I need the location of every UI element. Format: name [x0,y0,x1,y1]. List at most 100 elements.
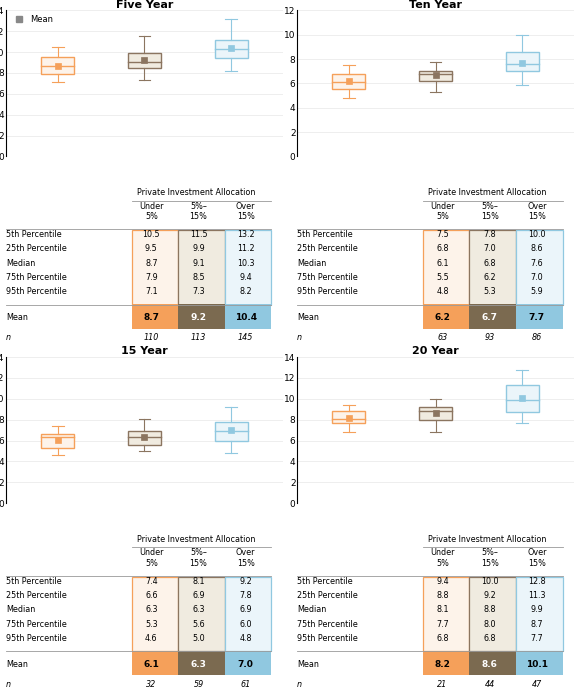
Bar [225,577,271,652]
Text: Private Investment Allocation: Private Investment Allocation [137,188,255,197]
Bar [332,74,365,90]
Text: 32: 32 [146,679,157,688]
Bar [423,304,469,329]
Text: 4.8: 4.8 [240,634,252,643]
Text: 7.8: 7.8 [240,591,252,600]
Text: Under
5%: Under 5% [139,548,164,568]
Text: 8.2: 8.2 [434,660,451,668]
Text: Median: Median [297,605,326,614]
Text: 7.7: 7.7 [529,313,545,322]
Text: Mean: Mean [297,660,319,668]
Text: Over
15%: Over 15% [527,201,546,221]
Bar [132,304,178,329]
Text: 5.9: 5.9 [530,287,543,296]
Text: 6.0: 6.0 [240,620,252,629]
Text: 13.2: 13.2 [237,230,255,239]
Text: 5th Percentile: 5th Percentile [6,230,61,239]
Text: 145: 145 [238,333,253,342]
Text: 7.1: 7.1 [145,287,158,296]
Bar [516,650,563,675]
Text: Under
5%: Under 5% [430,201,455,221]
Text: 8.6: 8.6 [531,244,543,253]
Text: 8.1: 8.1 [192,577,205,586]
Bar [423,230,469,305]
Text: 7.3: 7.3 [192,287,205,296]
Text: Over
15%: Over 15% [236,548,255,568]
Text: 5%–
15%: 5%– 15% [190,548,208,568]
Text: n: n [297,333,302,342]
Text: 7.8: 7.8 [483,230,496,239]
Text: 7.6: 7.6 [531,259,543,268]
Text: 95th Percentile: 95th Percentile [6,634,67,643]
Text: 6.2: 6.2 [434,313,451,322]
Text: 95th Percentile: 95th Percentile [6,287,67,296]
Bar [469,650,516,675]
Bar [41,434,74,448]
Text: Mean: Mean [6,660,28,668]
Text: 11.2: 11.2 [237,244,255,253]
Bar [178,577,225,652]
Text: 5%–
15%: 5%– 15% [481,548,499,568]
Text: 75th Percentile: 75th Percentile [297,620,358,629]
Text: 10.4: 10.4 [234,313,257,322]
Text: 8.2: 8.2 [240,287,252,296]
Text: 75th Percentile: 75th Percentile [297,273,358,282]
Text: 7.7: 7.7 [530,634,543,643]
Text: 7.7: 7.7 [436,620,449,629]
Text: Private Investment Allocation: Private Investment Allocation [428,188,546,197]
Text: 95th Percentile: 95th Percentile [297,634,358,643]
Text: 5%–
15%: 5%– 15% [190,201,208,221]
Text: 5%–
15%: 5%– 15% [481,201,499,221]
Text: 12.8: 12.8 [528,577,546,586]
Title: 15 Year: 15 Year [121,346,168,356]
Bar [506,385,539,412]
Bar [225,650,271,675]
Bar [419,407,452,420]
Text: 7.0: 7.0 [531,273,543,282]
Text: Median: Median [6,605,35,614]
Text: 4.6: 4.6 [145,634,158,643]
Bar [419,71,452,81]
Bar [215,422,248,441]
Text: Mean: Mean [6,313,28,322]
Text: n: n [6,333,11,342]
Text: 5th Percentile: 5th Percentile [297,577,353,586]
Text: 61: 61 [241,679,251,688]
Text: 5.3: 5.3 [483,287,496,296]
Text: 21: 21 [437,679,448,688]
Text: 6.2: 6.2 [483,273,496,282]
Text: 9.4: 9.4 [436,577,449,586]
Bar [178,230,225,305]
Text: 44: 44 [484,679,495,688]
Bar [423,650,469,675]
Bar [132,577,178,652]
Text: 7.5: 7.5 [436,230,449,239]
Text: 7.0: 7.0 [238,660,253,668]
Bar [516,304,563,329]
Text: 10.0: 10.0 [528,230,546,239]
Text: 6.7: 6.7 [481,313,498,322]
Text: 9.9: 9.9 [192,244,205,253]
Text: 5.6: 5.6 [192,620,205,629]
Text: 6.1: 6.1 [436,259,449,268]
Text: 7.4: 7.4 [145,577,158,586]
Bar [469,577,516,652]
Text: 5.5: 5.5 [436,273,449,282]
Text: Over
15%: Over 15% [527,548,546,568]
Text: 75th Percentile: 75th Percentile [6,273,67,282]
Text: 8.7: 8.7 [145,259,158,268]
Text: 10.3: 10.3 [237,259,255,268]
Text: 6.8: 6.8 [483,259,496,268]
Text: 7.0: 7.0 [483,244,496,253]
Text: Over
15%: Over 15% [236,201,255,221]
Bar [178,650,225,675]
Bar [423,577,469,652]
Text: 86: 86 [532,333,542,342]
Bar [225,230,271,305]
Text: 110: 110 [144,333,159,342]
Text: 9.2: 9.2 [483,591,496,600]
Text: 63: 63 [437,333,448,342]
Text: 10.0: 10.0 [481,577,498,586]
Text: 25th Percentile: 25th Percentile [6,244,67,253]
Text: 5.0: 5.0 [192,634,205,643]
